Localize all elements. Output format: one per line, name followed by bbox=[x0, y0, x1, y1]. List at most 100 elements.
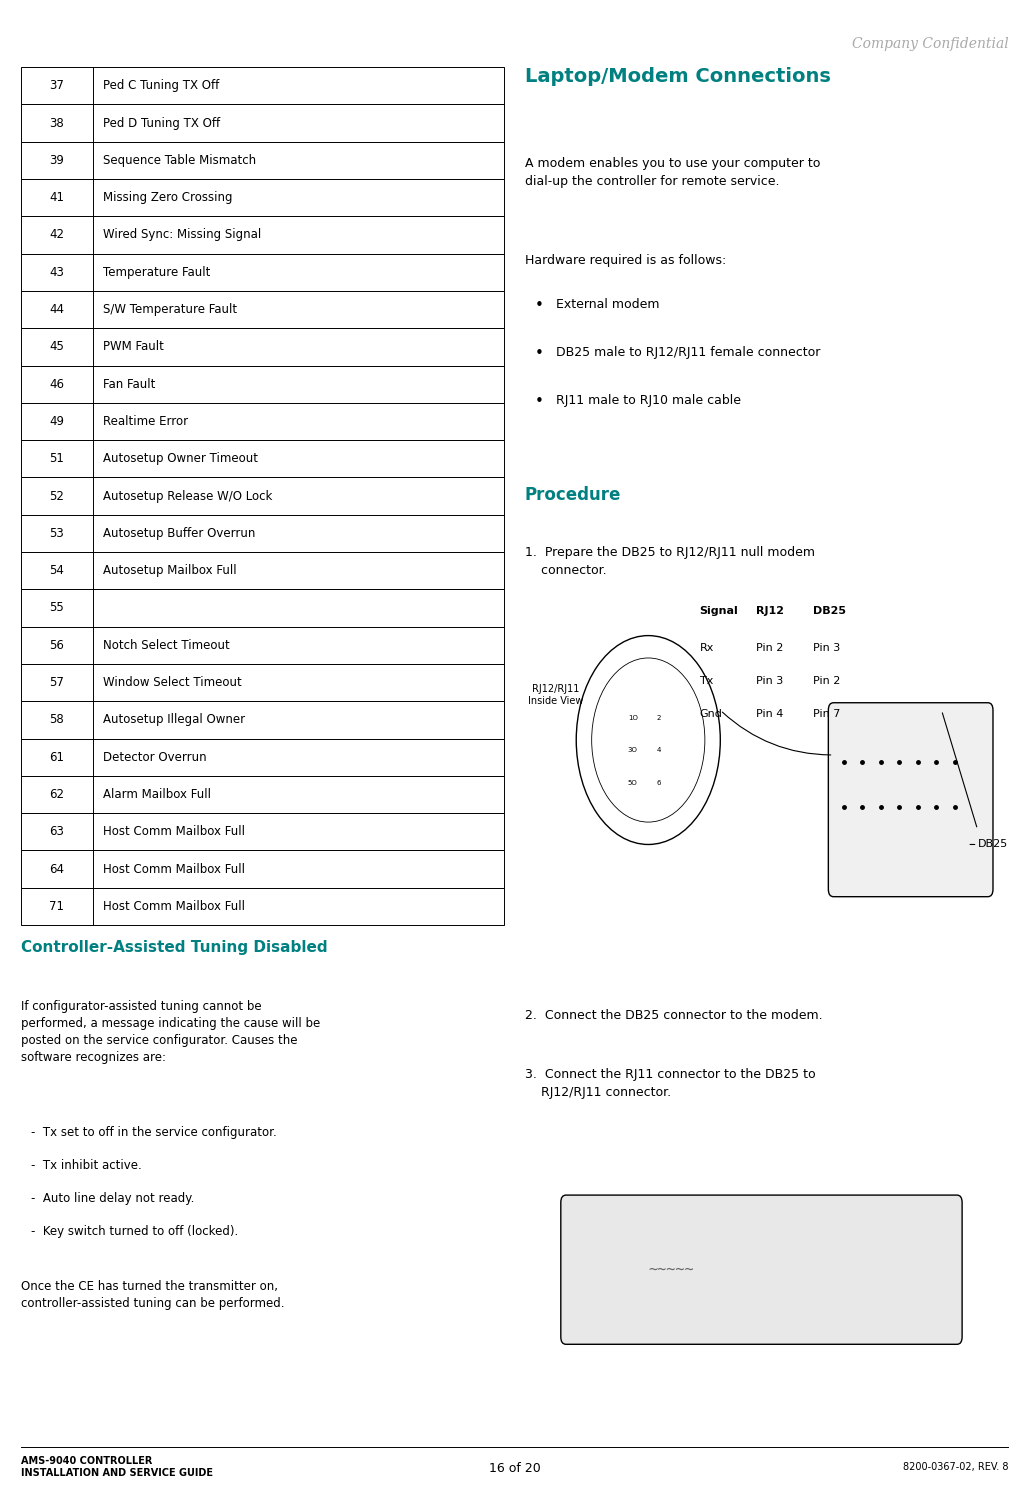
Text: -  Tx inhibit active.: - Tx inhibit active. bbox=[31, 1159, 142, 1173]
Text: Wired Sync: Missing Signal: Wired Sync: Missing Signal bbox=[103, 228, 261, 242]
Text: 49: 49 bbox=[49, 415, 64, 428]
Text: Hardware required is as follows:: Hardware required is as follows: bbox=[525, 254, 726, 267]
Text: 1.  Prepare the DB25 to RJ12/RJ11 null modem
    connector.: 1. Prepare the DB25 to RJ12/RJ11 null mo… bbox=[525, 546, 815, 577]
Text: 46: 46 bbox=[49, 377, 64, 391]
FancyBboxPatch shape bbox=[561, 1195, 962, 1344]
Text: S/W Temperature Fault: S/W Temperature Fault bbox=[103, 303, 237, 316]
Text: 62: 62 bbox=[49, 788, 64, 801]
Text: Notch Select Timeout: Notch Select Timeout bbox=[103, 639, 229, 652]
Text: Window Select Timeout: Window Select Timeout bbox=[103, 676, 242, 689]
Bar bbox=[21, 515, 504, 552]
Text: Autosetup Release W/O Lock: Autosetup Release W/O Lock bbox=[103, 489, 273, 503]
Text: Realtime Error: Realtime Error bbox=[103, 415, 188, 428]
Bar bbox=[21, 216, 504, 254]
Text: 53: 53 bbox=[49, 527, 64, 540]
Text: INSTALLATION AND SERVICE GUIDE: INSTALLATION AND SERVICE GUIDE bbox=[21, 1468, 213, 1479]
Text: •: • bbox=[535, 346, 544, 361]
Text: AMS-9040 CONTROLLER: AMS-9040 CONTROLLER bbox=[21, 1456, 152, 1467]
Text: DB25: DB25 bbox=[813, 606, 846, 616]
Bar bbox=[21, 179, 504, 216]
Bar bbox=[21, 813, 504, 850]
Text: Ped D Tuning TX Off: Ped D Tuning TX Off bbox=[103, 116, 220, 130]
Text: 2: 2 bbox=[657, 715, 661, 721]
Text: RJ12/RJ11
Inside View: RJ12/RJ11 Inside View bbox=[528, 685, 583, 706]
Bar bbox=[21, 67, 504, 104]
Text: 37: 37 bbox=[49, 79, 64, 93]
Text: -  Tx set to off in the service configurator.: - Tx set to off in the service configura… bbox=[31, 1126, 277, 1140]
Bar bbox=[21, 739, 504, 776]
Text: 3O: 3O bbox=[628, 747, 638, 753]
Text: RJ11 male to RJ10 male cable: RJ11 male to RJ10 male cable bbox=[556, 394, 741, 407]
Text: External modem: External modem bbox=[556, 298, 660, 312]
Text: Alarm Mailbox Full: Alarm Mailbox Full bbox=[103, 788, 211, 801]
Text: 63: 63 bbox=[49, 825, 64, 839]
Text: 39: 39 bbox=[49, 154, 64, 167]
Text: Signal: Signal bbox=[700, 606, 739, 616]
Bar bbox=[21, 552, 504, 589]
Text: 41: 41 bbox=[49, 191, 64, 204]
Text: ~~~~~: ~~~~~ bbox=[648, 1262, 694, 1277]
Text: •: • bbox=[535, 394, 544, 409]
Text: Company Confidential: Company Confidential bbox=[852, 37, 1008, 51]
Text: Gnd: Gnd bbox=[700, 709, 722, 719]
Text: 45: 45 bbox=[49, 340, 64, 354]
Bar bbox=[21, 403, 504, 440]
Bar bbox=[21, 850, 504, 888]
Text: Host Comm Mailbox Full: Host Comm Mailbox Full bbox=[103, 825, 245, 839]
Bar bbox=[21, 291, 504, 328]
Text: DB25: DB25 bbox=[978, 840, 1007, 849]
Text: 64: 64 bbox=[49, 862, 64, 876]
Text: Laptop/Modem Connections: Laptop/Modem Connections bbox=[525, 67, 830, 87]
Text: 51: 51 bbox=[49, 452, 64, 466]
Text: A modem enables you to use your computer to
dial-up the controller for remote se: A modem enables you to use your computer… bbox=[525, 157, 820, 188]
Bar bbox=[21, 888, 504, 925]
Text: 58: 58 bbox=[49, 713, 64, 727]
Text: 4: 4 bbox=[657, 747, 661, 753]
Text: 56: 56 bbox=[49, 639, 64, 652]
Text: Sequence Table Mismatch: Sequence Table Mismatch bbox=[103, 154, 256, 167]
Text: 42: 42 bbox=[49, 228, 64, 242]
Bar bbox=[21, 477, 504, 515]
Text: Fan Fault: Fan Fault bbox=[103, 377, 155, 391]
Text: 1O: 1O bbox=[628, 715, 638, 721]
Text: -  Key switch turned to off (locked).: - Key switch turned to off (locked). bbox=[31, 1225, 238, 1238]
Text: Autosetup Buffer Overrun: Autosetup Buffer Overrun bbox=[103, 527, 255, 540]
Bar bbox=[21, 104, 504, 142]
Text: PWM Fault: PWM Fault bbox=[103, 340, 164, 354]
Text: If configurator-assisted tuning cannot be
performed, a message indicating the ca: If configurator-assisted tuning cannot b… bbox=[21, 1000, 320, 1064]
Text: Host Comm Mailbox Full: Host Comm Mailbox Full bbox=[103, 862, 245, 876]
Bar bbox=[21, 254, 504, 291]
Text: Pin 2: Pin 2 bbox=[756, 643, 784, 653]
Text: 43: 43 bbox=[49, 266, 64, 279]
Text: Tx: Tx bbox=[700, 676, 713, 686]
Text: Missing Zero Crossing: Missing Zero Crossing bbox=[103, 191, 233, 204]
Bar bbox=[21, 366, 504, 403]
Text: Ped C Tuning TX Off: Ped C Tuning TX Off bbox=[103, 79, 219, 93]
Text: Autosetup Illegal Owner: Autosetup Illegal Owner bbox=[103, 713, 245, 727]
Text: Once the CE has turned the transmitter on,
controller-assisted tuning can be per: Once the CE has turned the transmitter o… bbox=[21, 1280, 284, 1310]
Text: 71: 71 bbox=[49, 900, 64, 913]
Text: Procedure: Procedure bbox=[525, 486, 622, 504]
Text: Temperature Fault: Temperature Fault bbox=[103, 266, 210, 279]
Text: Host Comm Mailbox Full: Host Comm Mailbox Full bbox=[103, 900, 245, 913]
Text: Autosetup Mailbox Full: Autosetup Mailbox Full bbox=[103, 564, 237, 577]
Text: Pin 7: Pin 7 bbox=[813, 709, 841, 719]
Text: -  Auto line delay not ready.: - Auto line delay not ready. bbox=[31, 1192, 194, 1206]
Bar bbox=[21, 589, 504, 627]
Text: Pin 3: Pin 3 bbox=[756, 676, 783, 686]
Text: Controller-Assisted Tuning Disabled: Controller-Assisted Tuning Disabled bbox=[21, 940, 327, 955]
Text: •: • bbox=[535, 298, 544, 313]
Text: Rx: Rx bbox=[700, 643, 714, 653]
Bar bbox=[21, 776, 504, 813]
Text: 44: 44 bbox=[49, 303, 64, 316]
Text: Pin 4: Pin 4 bbox=[756, 709, 784, 719]
Text: Detector Overrun: Detector Overrun bbox=[103, 750, 207, 764]
Text: Pin 2: Pin 2 bbox=[813, 676, 841, 686]
Text: 6: 6 bbox=[657, 780, 661, 786]
Bar bbox=[21, 440, 504, 477]
Text: 8200-0367-02, REV. 8: 8200-0367-02, REV. 8 bbox=[902, 1462, 1008, 1473]
Text: 3.  Connect the RJ11 connector to the DB25 to
    RJ12/RJ11 connector.: 3. Connect the RJ11 connector to the DB2… bbox=[525, 1068, 815, 1100]
Bar bbox=[21, 627, 504, 664]
Text: 16 of 20: 16 of 20 bbox=[489, 1462, 540, 1476]
Text: 38: 38 bbox=[49, 116, 64, 130]
